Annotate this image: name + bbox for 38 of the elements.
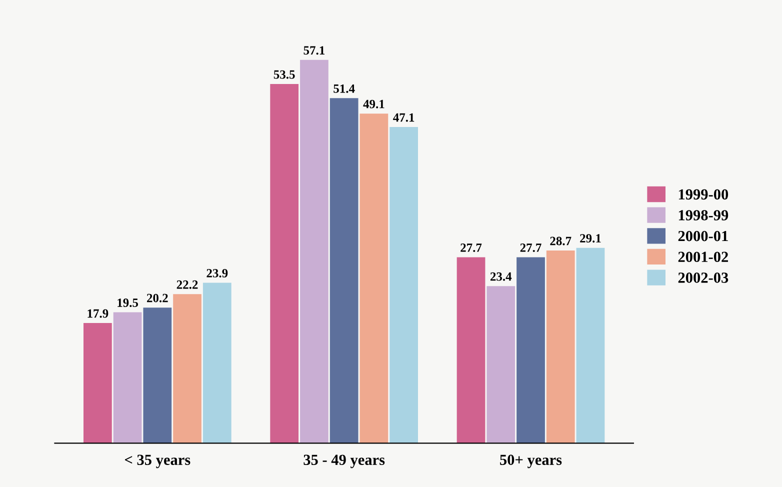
data-label: 17.9 [88,309,108,318]
data-label: 57.1 [304,46,325,55]
data-label: 28.7 [550,236,572,246]
bar [173,294,202,444]
data-label: 27.7 [520,244,542,252]
bar [546,250,575,444]
bar [486,286,516,444]
legend-label: 1998-99 [678,210,728,220]
x-tick-label: < 35 years [124,454,190,468]
data-label: 29.1 [580,234,601,243]
bar [202,282,232,444]
data-label: 47.1 [393,113,414,122]
bar [456,257,486,444]
data-label: 19.5 [118,298,138,308]
legend-label: 2001-02 [678,252,728,262]
data-label: 49.1 [363,100,384,108]
legend-label: 2002-03 [678,272,728,283]
bar [390,127,418,444]
bar [516,257,545,444]
bar [300,60,328,444]
bar [576,248,605,444]
data-label: 23.9 [206,269,228,278]
bar [143,308,172,444]
legend-label: 2000-01 [678,230,728,242]
data-label: 53.5 [274,70,295,79]
data-label: 22.2 [176,280,198,289]
x-tick-label: 35 - 49 years [304,454,385,468]
data-label: 27.7 [460,244,482,252]
data-label: 23.4 [490,272,512,281]
bar [330,98,358,444]
bar [83,323,112,444]
bar [113,312,142,444]
data-label: 51.4 [334,84,355,93]
bar [270,84,299,444]
data-label: 20.2 [146,294,168,302]
legend-label: 1999-00 [678,189,728,200]
bar [360,114,388,444]
x-tick-label: 50+ years [500,454,562,468]
